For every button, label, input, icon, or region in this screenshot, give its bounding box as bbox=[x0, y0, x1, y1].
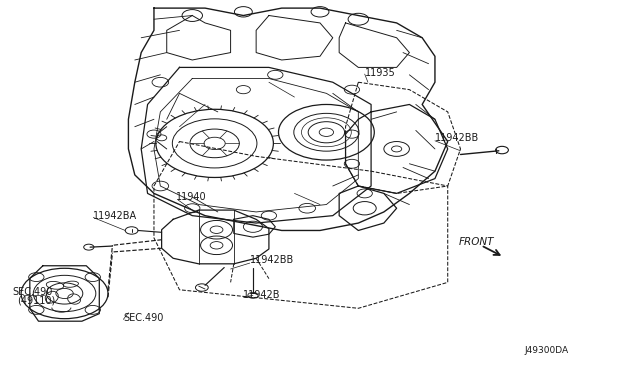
Text: 11940: 11940 bbox=[176, 192, 207, 202]
Text: 11942BB: 11942BB bbox=[250, 255, 294, 265]
Text: (49110): (49110) bbox=[17, 296, 55, 306]
Text: 11942BB: 11942BB bbox=[435, 133, 479, 143]
Text: 11942B: 11942B bbox=[243, 290, 281, 300]
Text: 11935: 11935 bbox=[365, 68, 396, 78]
Text: SEC.490: SEC.490 bbox=[12, 286, 52, 296]
Text: 11942BA: 11942BA bbox=[93, 211, 138, 221]
Text: J49300DA: J49300DA bbox=[524, 346, 568, 355]
Text: FRONT: FRONT bbox=[460, 237, 495, 247]
Text: SEC.490: SEC.490 bbox=[124, 312, 164, 323]
